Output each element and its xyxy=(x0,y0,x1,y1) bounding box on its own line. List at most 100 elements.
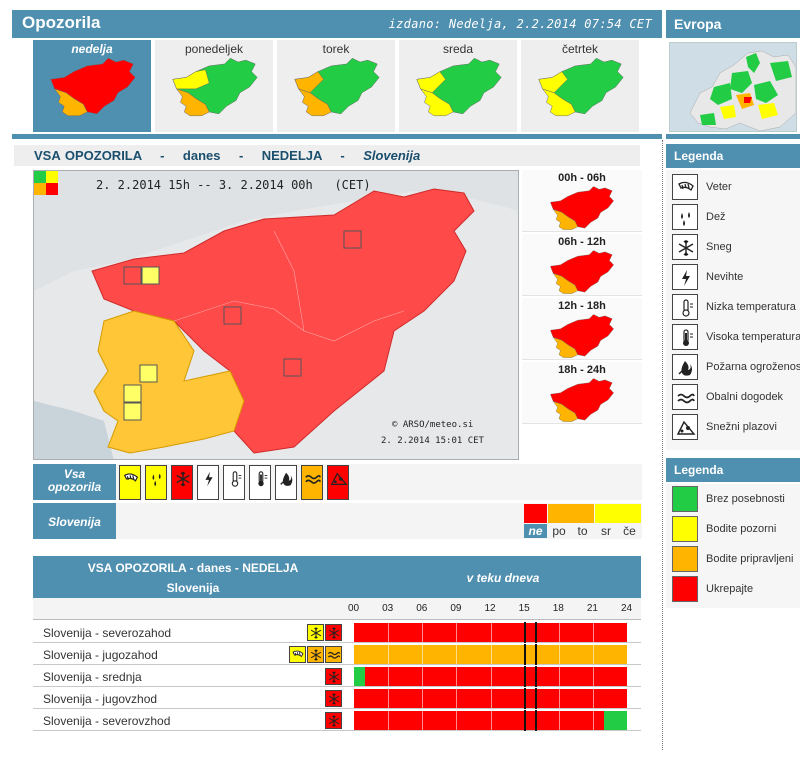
time-panel-label: 00h - 06h xyxy=(558,172,606,184)
filter-rain[interactable] xyxy=(145,465,167,500)
legend-item: Visoka temperatura xyxy=(672,324,800,352)
severity-day-label[interactable]: če xyxy=(623,524,636,538)
filter-high-temperature[interactable] xyxy=(249,465,271,500)
severity-day-label[interactable]: sr xyxy=(601,524,611,538)
timeline-table-header: VSA OPOZORILA - danes - NEDELJA Slovenij… xyxy=(33,556,641,598)
timeline-gridline xyxy=(558,623,560,642)
day-map xyxy=(294,57,380,117)
map-copyright: © ARSO/meteo.si xyxy=(392,420,474,430)
header-divider xyxy=(12,134,662,139)
map-mode-toggle[interactable] xyxy=(34,171,58,195)
legend-label: Nevihte xyxy=(706,271,744,283)
region-filter-label[interactable]: Slovenija xyxy=(33,503,116,539)
table-row[interactable]: Slovenija - jugozahod xyxy=(33,644,641,665)
filter-low-temperature[interactable] xyxy=(223,465,245,500)
filter-fire-danger[interactable] xyxy=(275,465,297,500)
warning-type-filter-bar xyxy=(116,464,642,500)
map-timezone: (CET) xyxy=(334,178,371,192)
timeline-gridline xyxy=(558,645,560,664)
timeline-segment xyxy=(354,711,605,730)
timeline-gridline xyxy=(456,689,458,708)
legend-levels-title: Legenda xyxy=(666,458,800,482)
timeline-segment xyxy=(365,667,627,686)
severity-day-label[interactable]: to xyxy=(577,524,588,538)
timeline-region: Slovenija xyxy=(166,581,220,595)
timeline-gridline xyxy=(558,711,560,730)
legend-item: Snežni plazovi xyxy=(672,414,800,442)
filter-coastal-event[interactable] xyxy=(301,465,323,500)
region-name: Slovenija - severozahod xyxy=(43,626,172,640)
all-warnings-filter-label[interactable]: Vsa opozorila xyxy=(33,464,116,500)
title-sep: - xyxy=(340,148,345,163)
timeline-gridline xyxy=(422,689,424,708)
slovenia-warning-map[interactable] xyxy=(33,170,519,460)
timeline-gridline xyxy=(490,623,492,642)
filter-avalanche[interactable] xyxy=(327,465,349,500)
severity-day-swatch[interactable] xyxy=(618,504,641,523)
legend-label: Bodite pozorni xyxy=(706,523,777,535)
day-map xyxy=(416,57,502,117)
time-panel-2[interactable]: 06h - 12h xyxy=(522,234,642,296)
timeline-title: VSA OPOZORILA - danes - NEDELJA xyxy=(87,561,299,575)
filter-snow[interactable] xyxy=(171,465,193,500)
title-part-all-warnings: VSA OPOZORILA xyxy=(34,148,142,163)
legend-item: Obalni dogodek xyxy=(672,384,800,412)
legend-swatch xyxy=(672,546,698,572)
table-row[interactable]: Slovenija - srednja xyxy=(33,666,641,687)
snow-icon xyxy=(325,690,342,707)
day-tab-3[interactable]: torek xyxy=(277,40,395,132)
timeline-gridline xyxy=(456,711,458,730)
timeline-gridline xyxy=(422,667,424,686)
time-panel-1[interactable]: 00h - 06h xyxy=(522,170,642,232)
filter-thunderstorm[interactable] xyxy=(197,465,219,500)
legend-level: Bodite pozorni xyxy=(672,516,800,544)
legend-swatch xyxy=(672,516,698,542)
snow-icon xyxy=(307,646,324,663)
time-panel-label: 18h - 24h xyxy=(558,364,606,376)
europe-map[interactable] xyxy=(669,42,797,132)
legend-item: Sneg xyxy=(672,234,800,262)
day-tab-2[interactable]: ponedeljek xyxy=(155,40,273,132)
day-tab-4[interactable]: sreda xyxy=(399,40,517,132)
severity-day-swatch[interactable] xyxy=(547,504,571,523)
table-row[interactable]: Slovenija - severovzhod xyxy=(33,710,641,731)
severity-day-swatch[interactable] xyxy=(571,504,594,523)
now-marker xyxy=(535,710,537,731)
timeline-gridline xyxy=(592,645,594,664)
legend-label: Veter xyxy=(706,181,732,193)
timeline-gridline xyxy=(388,623,390,642)
high-temperature-icon xyxy=(672,324,698,350)
day-tab-5[interactable]: četrtek xyxy=(521,40,639,132)
coastal-event-icon xyxy=(325,646,342,663)
legend-label: Nizka temperatura xyxy=(706,301,796,313)
hour-tick-label: 12 xyxy=(484,603,496,614)
time-panel-4[interactable]: 18h - 24h xyxy=(522,362,642,424)
timeline-gridline xyxy=(490,645,492,664)
table-row[interactable]: Slovenija - severozahod xyxy=(33,622,641,643)
region-name: Slovenija - severovzhod xyxy=(43,714,171,728)
legend-label: Sneg xyxy=(706,241,732,253)
legend-levels: Brez posebnosti Bodite pozorni Bodite prip… xyxy=(666,484,800,608)
timeline-segment xyxy=(604,711,627,730)
timeline-gridline xyxy=(422,623,424,642)
filter-wind[interactable] xyxy=(119,465,141,500)
time-panel-map xyxy=(550,314,614,358)
day-tab-1[interactable]: nedelja xyxy=(33,40,151,132)
time-panel-3[interactable]: 12h - 18h xyxy=(522,298,642,360)
title-part-day: NEDELJA xyxy=(261,148,322,163)
avalanche-icon xyxy=(672,414,698,440)
severity-day-label[interactable]: ne xyxy=(524,524,547,538)
table-row[interactable]: Slovenija - jugovzhod xyxy=(33,688,641,709)
severity-day-swatch[interactable] xyxy=(524,504,547,523)
day-map xyxy=(50,57,136,117)
now-marker xyxy=(523,688,526,709)
hour-tick-label: 06 xyxy=(416,603,428,614)
timeline-gridline xyxy=(558,689,560,708)
timeline-gridline xyxy=(592,623,594,642)
hour-tick-label: 24 xyxy=(621,603,633,614)
region-name: Slovenija - jugozahod xyxy=(43,648,158,662)
coastal-event-icon xyxy=(672,384,698,410)
severity-day-swatch[interactable] xyxy=(594,504,618,523)
timeline-gridline xyxy=(592,689,594,708)
severity-day-label[interactable]: po xyxy=(552,524,566,538)
